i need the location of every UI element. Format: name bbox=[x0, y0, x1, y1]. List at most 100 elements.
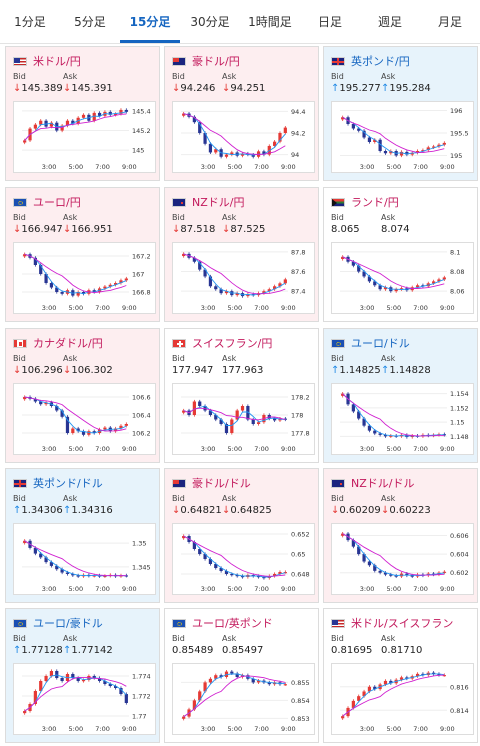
rate-card[interactable]: ランド/円 Bid Ask 8.065 8.074 8.06 8.08 8.1 3:00 5:00… bbox=[323, 187, 478, 322]
arrow-up-icon: ↑ bbox=[381, 83, 390, 94]
candle-body bbox=[235, 293, 239, 296]
bid-value: 0.85489 bbox=[172, 645, 222, 656]
candle-body bbox=[230, 152, 234, 155]
price-chart[interactable]: 195 195.5 196 3:00 5:00 7:00 9:00 bbox=[331, 101, 474, 173]
rate-card[interactable]: 米ドル/スイスフラン Bid Ask 0.81695 0.81710 0.814 0.816… bbox=[323, 608, 478, 743]
rate-card[interactable]: 豪ドル/円 Bid Ask ↓94.246 ↓94.251 94 94.2 94.4 3:00 5… bbox=[164, 46, 319, 181]
candle-body bbox=[383, 151, 388, 154]
y-tick-label: 94.4 bbox=[291, 108, 305, 116]
y-tick-label: 8.08 bbox=[450, 268, 464, 276]
rate-card[interactable]: 英ポンド/円 Bid Ask ↑195.277↑195.284 195 195.5 196 3… bbox=[323, 46, 478, 181]
price-chart[interactable]: 8.06 8.08 8.1 3:00 5:00 7:00 9:00 bbox=[331, 242, 474, 314]
ma-short-line bbox=[24, 540, 127, 577]
pair-name[interactable]: 豪ドル/円 bbox=[192, 55, 240, 68]
x-tick-label: 3:00 bbox=[360, 163, 375, 171]
candle-body bbox=[437, 279, 441, 282]
price-chart[interactable]: 106.2 106.4 106.6 3:00 5:00 7:00 9:00 bbox=[13, 383, 156, 455]
price-chart[interactable]: 1.345 1.35 3:00 5:00 7:00 9:00 bbox=[13, 523, 156, 595]
price-chart[interactable]: 177.8 178 178.2 3:00 5:00 7:00 9:00 bbox=[172, 383, 315, 455]
rate-card[interactable]: カナダドル/円 Bid Ask ↓106.296↓106.302 106.2 106.4 1… bbox=[5, 328, 160, 463]
tab-2[interactable]: 15分足 bbox=[120, 0, 180, 43]
ask-price: 0.60223 bbox=[389, 505, 431, 516]
tab-7[interactable]: 月足 bbox=[437, 15, 462, 29]
rate-card[interactable]: NZドル/円 Bid Ask ↓87.518 ↓87.525 87.4 87.6 87.8 3:… bbox=[164, 187, 319, 322]
pair-name[interactable]: ランド/円 bbox=[351, 196, 399, 209]
rate-card[interactable]: 英ポンド/ドル Bid Ask ↑1.34306↑1.34316 1.345 1.35 3:… bbox=[5, 468, 160, 603]
ask-label: Ask bbox=[222, 354, 237, 363]
candle-body bbox=[198, 122, 202, 133]
candle-body bbox=[410, 152, 414, 155]
y-tick-label: 178.2 bbox=[291, 394, 310, 402]
tab-3[interactable]: 30分足 bbox=[190, 15, 230, 29]
candle-body bbox=[208, 559, 213, 564]
rate-card[interactable]: ユーロ/英ポンド Bid Ask 0.85489 0.85497 0.853 0.854 0.… bbox=[164, 608, 319, 743]
y-tick-label: 94 bbox=[291, 151, 299, 159]
candle-body bbox=[124, 694, 128, 703]
arrow-down-icon: ↓ bbox=[222, 83, 231, 94]
candle-body bbox=[362, 271, 366, 277]
tab-0[interactable]: 1分足 bbox=[14, 15, 46, 29]
candle-body bbox=[55, 565, 59, 570]
pair-name[interactable]: NZドル/ドル bbox=[351, 477, 415, 490]
x-tick-label: 3:00 bbox=[360, 585, 375, 593]
rate-card[interactable]: ユーロ/円 Bid Ask ↓166.947↓166.951 166.8 167 167.2… bbox=[5, 187, 160, 322]
candle-body bbox=[383, 434, 388, 437]
x-tick-label: 5:00 bbox=[387, 304, 402, 312]
price-chart[interactable]: 1.148 1.15 1.152 1.154 3:00 5:00 7:00 9:00 bbox=[331, 383, 474, 455]
price-chart[interactable]: 1.77 1.772 1.774 3:00 5:00 7:00 9:00 bbox=[13, 663, 156, 735]
arrow-down-icon: ↓ bbox=[172, 224, 181, 235]
ask-price: 0.81710 bbox=[381, 645, 423, 656]
rate-card[interactable]: 米ドル/円 Bid Ask ↓145.389↓145.391 145 145.2 145.4… bbox=[5, 46, 160, 181]
candle-body bbox=[273, 418, 277, 421]
y-tick-label: 106.4 bbox=[132, 412, 151, 420]
pair-name[interactable]: ユーロ/豪ドル bbox=[33, 617, 103, 630]
price-chart[interactable]: 0.648 0.65 0.652 3:00 5:00 7:00 9:00 bbox=[172, 523, 315, 595]
rate-card[interactable]: ユーロ/ドル Bid Ask ↑1.14825↑1.14828 1.148 1.15 1.1… bbox=[323, 328, 478, 463]
price-chart[interactable]: 87.4 87.6 87.8 3:00 5:00 7:00 9:00 bbox=[172, 242, 315, 314]
pair-name[interactable]: 英ポンド/ドル bbox=[33, 477, 103, 490]
ask-price: 0.85497 bbox=[222, 645, 264, 656]
price-chart[interactable]: 0.853 0.854 0.855 3:00 5:00 7:00 9:00 bbox=[172, 663, 315, 735]
price-chart[interactable]: 145 145.2 145.4 3:00 5:00 7:00 9:00 bbox=[13, 101, 156, 173]
candle-body bbox=[192, 116, 196, 123]
pair-name[interactable]: ユーロ/英ポンド bbox=[192, 617, 273, 630]
ca-flag-icon bbox=[13, 338, 27, 348]
pair-name[interactable]: ユーロ/ドル bbox=[351, 337, 410, 350]
ma-long-line bbox=[183, 113, 286, 155]
price-chart[interactable]: 94 94.2 94.4 3:00 5:00 7:00 9:00 bbox=[172, 101, 315, 173]
tab-1[interactable]: 5分足 bbox=[74, 15, 106, 29]
price-chart[interactable]: 0.602 0.604 0.606 3:00 5:00 7:00 9:00 bbox=[331, 523, 474, 595]
pair-name[interactable]: 米ドル/円 bbox=[33, 55, 81, 68]
pair-name[interactable]: NZドル/円 bbox=[192, 196, 245, 209]
x-tick-label: 3:00 bbox=[360, 445, 375, 453]
tab-4[interactable]: 1時間足 bbox=[248, 15, 292, 29]
za-flag-icon bbox=[331, 197, 345, 207]
candle-body bbox=[124, 575, 128, 577]
ask-label: Ask bbox=[381, 634, 396, 643]
price-chart[interactable]: 0.814 0.816 3:00 5:00 7:00 9:00 bbox=[331, 663, 474, 735]
rate-card[interactable]: スイスフラン/円 Bid Ask 177.947 177.963 177.8 178 178.… bbox=[164, 328, 319, 463]
ask-value: ↓0.60223 bbox=[381, 505, 431, 516]
candle-body bbox=[81, 431, 86, 435]
pair-name[interactable]: 米ドル/スイスフラン bbox=[351, 617, 454, 630]
bid-price: 195.277 bbox=[339, 83, 381, 94]
pair-name[interactable]: スイスフラン/円 bbox=[192, 337, 273, 350]
tab-6[interactable]: 週足 bbox=[377, 15, 402, 29]
price-chart[interactable]: 166.8 167 167.2 3:00 5:00 7:00 9:00 bbox=[13, 242, 156, 314]
pair-name[interactable]: 豪ドル/ドル bbox=[192, 477, 251, 490]
x-tick-label: 9:00 bbox=[122, 725, 137, 733]
candle-body bbox=[246, 294, 250, 297]
arrow-up-icon: ↑ bbox=[331, 365, 340, 376]
ask-label: Ask bbox=[381, 72, 396, 81]
candle-body bbox=[92, 575, 96, 577]
ma-long-line bbox=[342, 393, 445, 437]
rate-card[interactable]: ユーロ/豪ドル Bid Ask ↑1.77128↑1.77142 1.77 1.772 1.… bbox=[5, 608, 160, 743]
rate-card[interactable]: NZドル/ドル Bid Ask ↓0.60209↓0.60223 0.602 0.604 0… bbox=[323, 468, 478, 603]
tab-5[interactable]: 日足 bbox=[317, 15, 342, 29]
candle-body bbox=[224, 154, 229, 157]
rate-card[interactable]: 豪ドル/ドル Bid Ask ↓0.64821↓0.64825 0.648 0.65 0.6… bbox=[164, 468, 319, 603]
pair-name[interactable]: ユーロ/円 bbox=[33, 196, 81, 209]
pair-name[interactable]: 英ポンド/円 bbox=[351, 55, 410, 68]
bid-price: 177.947 bbox=[172, 365, 214, 376]
pair-name[interactable]: カナダドル/円 bbox=[33, 337, 103, 350]
